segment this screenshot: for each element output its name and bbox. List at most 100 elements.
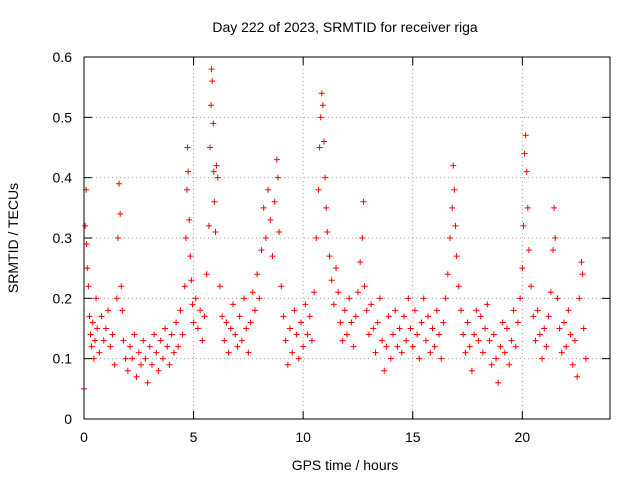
data-point <box>574 373 581 380</box>
y-tick-label: 0.3 <box>53 230 73 246</box>
data-point <box>247 319 254 326</box>
data-point <box>390 331 397 338</box>
data-point <box>560 319 567 326</box>
data-point <box>184 144 191 151</box>
data-point <box>258 247 265 254</box>
data-point <box>320 138 327 145</box>
y-tick-label: 0.4 <box>53 170 73 186</box>
y-tick-labels: 0 0.1 0.2 0.3 0.4 0.5 0.6 <box>53 49 73 427</box>
data-point <box>462 349 469 356</box>
data-point <box>453 253 460 260</box>
data-point <box>556 325 563 332</box>
data-point <box>392 307 399 314</box>
data-point <box>164 343 171 350</box>
data-point <box>245 349 252 356</box>
data-point <box>243 325 250 332</box>
data-point <box>223 319 230 326</box>
data-point <box>580 325 587 332</box>
data-point <box>517 295 524 302</box>
data-point <box>452 222 459 229</box>
data-point <box>251 307 258 314</box>
data-point <box>433 307 440 314</box>
data-point <box>94 325 101 332</box>
grid <box>84 57 610 419</box>
data-point <box>216 283 223 290</box>
data-point <box>473 307 480 314</box>
data-point <box>400 313 407 320</box>
data-point <box>96 349 103 356</box>
data-point <box>306 313 313 320</box>
data-point <box>295 355 302 362</box>
data-point <box>501 349 508 356</box>
data-point <box>506 361 513 368</box>
data-point <box>240 295 247 302</box>
data-point <box>499 319 506 326</box>
data-point <box>153 349 160 356</box>
data-point <box>135 349 142 356</box>
data-point <box>374 319 381 326</box>
data-point <box>457 307 464 314</box>
data-point <box>175 343 182 350</box>
data-point <box>127 343 134 350</box>
data-point <box>376 295 383 302</box>
data-point <box>211 198 218 205</box>
data-point <box>451 186 458 193</box>
data-point <box>551 204 558 211</box>
y-tick-label: 0.2 <box>53 290 73 306</box>
data-point <box>120 337 127 344</box>
data-point <box>536 331 543 338</box>
data-point <box>98 313 105 320</box>
data-point <box>100 337 107 344</box>
data-point <box>317 114 324 121</box>
y-tick-label: 0.5 <box>53 109 73 125</box>
data-point <box>333 265 340 272</box>
data-point <box>265 186 272 193</box>
data-point <box>197 307 204 314</box>
data-point <box>284 361 291 368</box>
data-point <box>497 343 504 350</box>
data-point <box>422 337 429 344</box>
data-point <box>151 331 158 338</box>
data-point <box>394 343 401 350</box>
data-point <box>133 373 140 380</box>
data-point <box>210 120 217 127</box>
data-point <box>260 204 267 211</box>
data-point <box>442 295 449 302</box>
data-point <box>302 301 309 308</box>
data-point <box>322 174 329 181</box>
data-point <box>534 307 541 314</box>
data-point <box>225 349 232 356</box>
data-point <box>113 295 120 302</box>
data-point <box>280 313 287 320</box>
data-point <box>91 337 98 344</box>
data-point <box>182 235 189 241</box>
y-tick-label: 0.6 <box>53 49 73 65</box>
data-point <box>567 331 574 338</box>
data-point <box>144 379 151 386</box>
data-point <box>323 204 330 211</box>
data-point <box>416 355 423 362</box>
data-point <box>311 289 318 296</box>
data-point <box>438 355 445 362</box>
data-point <box>582 355 589 362</box>
data-point <box>414 331 421 338</box>
data-point <box>269 253 276 260</box>
data-point <box>532 337 539 344</box>
data-point <box>328 277 335 284</box>
data-point <box>344 331 350 338</box>
data-point <box>238 337 245 344</box>
data-point <box>569 361 576 368</box>
x-axis-label: GPS time / hours <box>292 457 399 473</box>
data-point <box>341 307 348 314</box>
data-point <box>523 168 530 175</box>
data-point <box>168 331 175 338</box>
data-point <box>166 361 173 368</box>
data-point <box>407 325 414 332</box>
data-point <box>579 271 586 278</box>
data-point <box>102 325 109 332</box>
data-point <box>124 367 131 374</box>
data-point <box>83 241 90 248</box>
data-point <box>521 150 528 157</box>
data-point <box>190 319 197 326</box>
data-point <box>543 343 550 350</box>
